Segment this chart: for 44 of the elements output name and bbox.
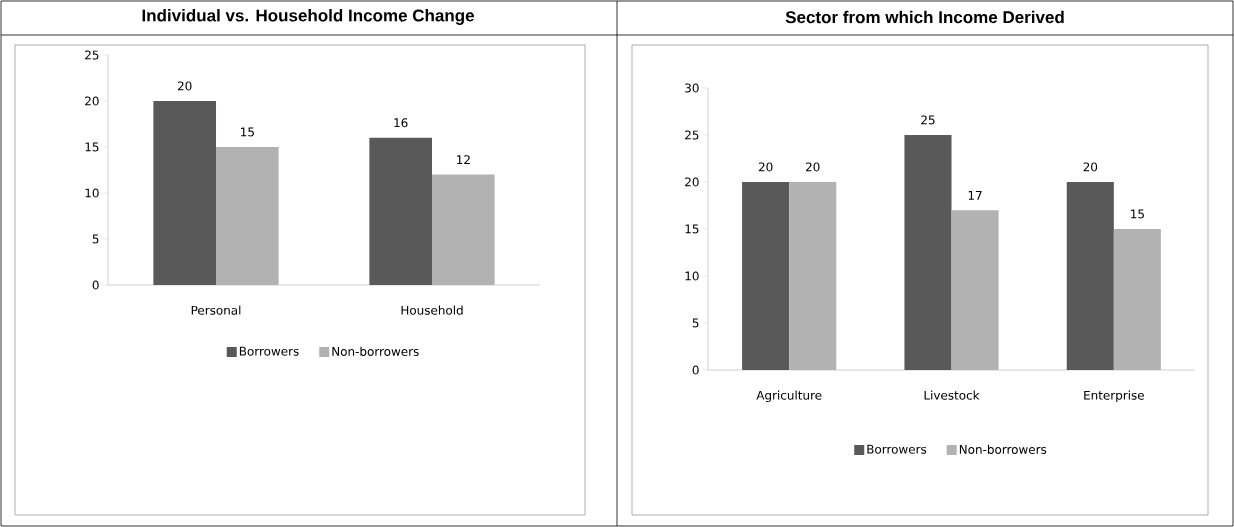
y-tick-label: 10 bbox=[85, 188, 99, 198]
data-label: 20 bbox=[758, 162, 773, 172]
x-tick-label: Enterprise bbox=[1084, 390, 1144, 403]
x-tick-label: Agriculture bbox=[756, 390, 822, 403]
y-tick-label: 5 bbox=[92, 234, 99, 244]
x-tick-label: Personal bbox=[191, 305, 241, 315]
bar bbox=[369, 137, 433, 285]
x-tick-label: Livestock bbox=[924, 390, 980, 400]
y-tick-label: 30 bbox=[685, 83, 699, 93]
bar bbox=[1113, 228, 1161, 370]
bar bbox=[904, 134, 952, 370]
legend-label: Borrowers bbox=[239, 346, 299, 356]
y-tick-label: 25 bbox=[685, 130, 699, 140]
legend-label: Borrowers bbox=[867, 444, 927, 454]
legend-label: Non-borrowers bbox=[332, 346, 419, 356]
bar bbox=[153, 100, 217, 285]
data-label: 12 bbox=[457, 155, 470, 165]
legend-label: Non-borrowers bbox=[959, 444, 1047, 454]
y-tick-label: 10 bbox=[685, 271, 699, 281]
y-tick-label: 25 bbox=[85, 50, 99, 60]
bar bbox=[432, 174, 495, 285]
y-tick-label: 5 bbox=[692, 318, 699, 328]
data-label: 15 bbox=[1131, 209, 1144, 219]
y-tick-label: 15 bbox=[685, 224, 699, 234]
data-label: 20 bbox=[1083, 162, 1098, 172]
data-label: 16 bbox=[394, 118, 408, 128]
data-label: 25 bbox=[921, 115, 935, 125]
data-label: 20 bbox=[177, 81, 192, 91]
y-tick-label: 20 bbox=[85, 96, 99, 106]
data-label: 15 bbox=[241, 127, 254, 137]
chart-title: Individual vs. Household Income Change bbox=[142, 9, 474, 25]
x-tick-label: Household bbox=[401, 305, 463, 315]
bar bbox=[789, 182, 837, 370]
data-label: 20 bbox=[805, 162, 820, 172]
y-tick-label: 15 bbox=[85, 142, 99, 152]
bar bbox=[742, 182, 790, 370]
y-tick-label: 0 bbox=[692, 365, 699, 375]
y-tick-label: 20 bbox=[685, 177, 699, 187]
bar bbox=[951, 210, 999, 370]
bar bbox=[1066, 182, 1114, 370]
chart-title: Sector from which Income Derived bbox=[785, 10, 1064, 24]
data-label: 17 bbox=[968, 190, 982, 200]
y-tick-label: 0 bbox=[92, 280, 99, 290]
bar bbox=[216, 146, 279, 285]
